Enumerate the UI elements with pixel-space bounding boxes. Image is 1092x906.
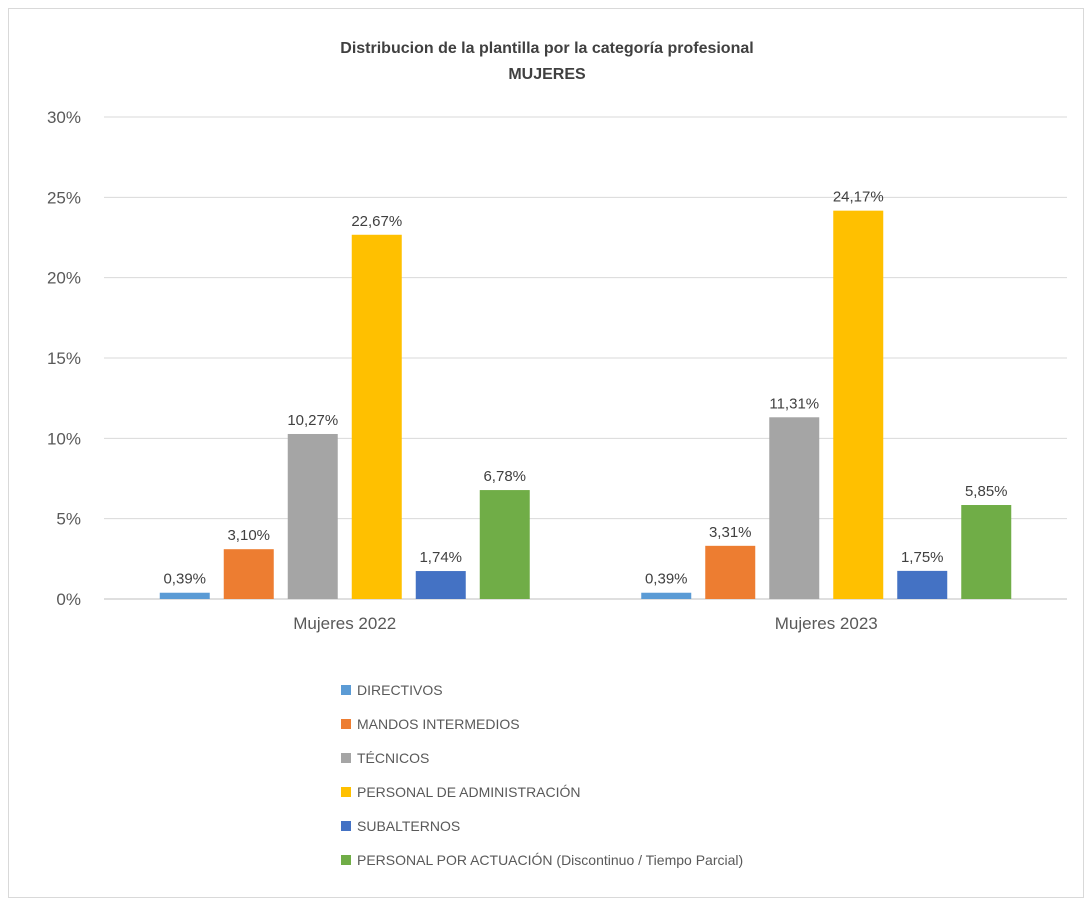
bars <box>159 210 1012 599</box>
bar <box>961 505 1012 599</box>
y-tick-label: 15% <box>47 349 81 368</box>
legend: DIRECTIVOS MANDOS INTERMEDIOS TÉCNICOS PERS… <box>341 682 743 868</box>
chart-subtitle: MUJERES <box>508 66 586 83</box>
data-label: 5,85% <box>965 483 1008 500</box>
y-tick-label: 0% <box>56 590 81 609</box>
y-tick-label: 10% <box>47 429 81 448</box>
bar <box>641 592 692 599</box>
bar <box>415 571 466 599</box>
x-category-label: Mujeres 2022 <box>293 614 396 633</box>
bar <box>479 490 530 599</box>
data-label: 24,17% <box>833 189 884 206</box>
legend-label: TÉCNICOS <box>357 750 429 766</box>
data-label: 3,10% <box>227 527 270 544</box>
legend-swatch <box>341 821 351 831</box>
data-label: 10,27% <box>287 412 338 429</box>
y-tick-label: 20% <box>47 269 81 288</box>
y-tick-label: 30% <box>47 108 81 127</box>
data-label: 6,78% <box>483 468 526 485</box>
legend-swatch <box>341 685 351 695</box>
data-labels: 0,39% 3,10% 10,27% 22,67% 1,74% 6,78% 0,39% 3,3… <box>163 189 1007 588</box>
bar <box>705 545 756 599</box>
bar <box>833 210 884 599</box>
bar-chart: Distribucion de la plantilla por la cate… <box>47 40 1067 868</box>
bar <box>287 433 338 599</box>
bar <box>351 234 402 599</box>
gridlines <box>104 116 1067 600</box>
y-tick-label: 5% <box>56 510 81 529</box>
data-label: 22,67% <box>351 213 402 230</box>
y-axis-ticks: 0% 5% 10% 15% 20% 25% 30% <box>47 108 81 609</box>
x-category-label: Mujeres 2023 <box>775 614 878 633</box>
data-label: 11,31% <box>769 395 819 412</box>
chart-frame: Distribucion de la plantilla por la cate… <box>8 8 1084 898</box>
bar <box>159 592 210 599</box>
legend-label: DIRECTIVOS <box>357 682 443 698</box>
x-axis-categories: Mujeres 2022 Mujeres 2023 <box>293 614 878 633</box>
legend-swatch <box>341 787 351 797</box>
data-label: 0,39% <box>163 571 206 588</box>
legend-swatch <box>341 753 351 763</box>
data-label: 1,75% <box>901 549 944 566</box>
bar <box>223 549 274 599</box>
bar <box>897 570 948 599</box>
legend-swatch <box>341 719 351 729</box>
chart-title: Distribucion de la plantilla por la cate… <box>340 40 753 57</box>
legend-label: MANDOS INTERMEDIOS <box>357 716 520 732</box>
data-label: 0,39% <box>645 571 688 588</box>
legend-swatch <box>341 855 351 865</box>
legend-label: PERSONAL POR ACTUACIÓN (Discontinuo / Ti… <box>357 852 743 868</box>
data-label: 1,74% <box>419 549 462 566</box>
legend-label: PERSONAL DE ADMINISTRACIÓN <box>357 784 581 800</box>
data-label: 3,31% <box>709 524 752 541</box>
bar <box>769 417 820 599</box>
y-tick-label: 25% <box>47 188 81 207</box>
legend-label: SUBALTERNOS <box>357 818 460 834</box>
